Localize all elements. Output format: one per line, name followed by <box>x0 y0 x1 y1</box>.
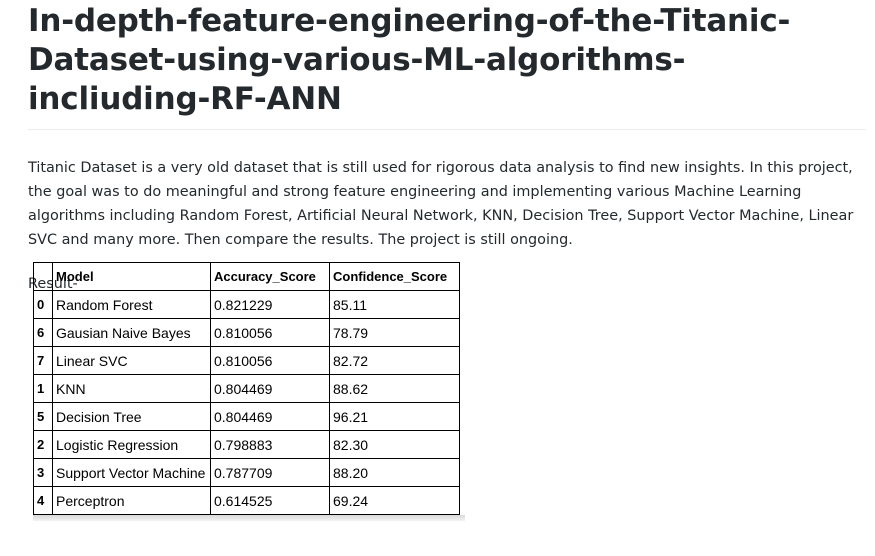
accuracy-cell: 0.810056 <box>210 346 330 375</box>
accuracy-cell: 0.798883 <box>210 430 330 459</box>
model-cell: Perceptron <box>52 486 211 515</box>
confidence-cell: 96.21 <box>329 402 460 431</box>
table-row: 7 Linear SVC 0.810056 82.72 <box>33 346 460 375</box>
readme-content: In-depth-feature-engineering-of-the-Tita… <box>28 0 866 296</box>
table-row: 4 Perceptron 0.614525 69.24 <box>33 486 460 515</box>
accuracy-cell: 0.810056 <box>210 318 330 347</box>
table-image-edge <box>33 515 465 521</box>
model-cell: Support Vector Machine <box>52 458 211 487</box>
model-cell: Decision Tree <box>52 402 211 431</box>
row-index: 3 <box>33 458 53 487</box>
column-header-index <box>33 262 53 291</box>
row-index: 7 <box>33 346 53 375</box>
row-index: 0 <box>33 290 53 319</box>
confidence-cell: 82.72 <box>329 346 460 375</box>
table-row: 1 KNN 0.804469 88.62 <box>33 374 460 403</box>
row-index: 1 <box>33 374 53 403</box>
table-row: 5 Decision Tree 0.804469 96.21 <box>33 402 460 431</box>
row-index: 2 <box>33 430 53 459</box>
project-description: Titanic Dataset is a very old dataset th… <box>28 160 854 248</box>
row-index: 5 <box>33 402 53 431</box>
column-header-confidence: Confidence_Score <box>329 262 460 291</box>
confidence-cell: 69.24 <box>329 486 460 515</box>
model-cell: KNN <box>52 374 211 403</box>
column-header-accuracy: Accuracy_Score <box>210 262 330 291</box>
table-row: 2 Logistic Regression 0.798883 82.30 <box>33 430 460 459</box>
model-cell: Logistic Regression <box>52 430 211 459</box>
model-cell: Gausian Naive Bayes <box>52 318 211 347</box>
row-index: 4 <box>33 486 53 515</box>
row-index: 6 <box>33 318 53 347</box>
confidence-cell: 82.30 <box>329 430 460 459</box>
accuracy-cell: 0.821229 <box>210 290 330 319</box>
table-header-row: Model Accuracy_Score Confidence_Score <box>33 262 460 291</box>
confidence-cell: 88.62 <box>329 374 460 403</box>
page-title: In-depth-feature-engineering-of-the-Tita… <box>28 0 866 130</box>
confidence-cell: 88.20 <box>329 458 460 487</box>
column-header-model: Model <box>52 262 211 291</box>
accuracy-cell: 0.804469 <box>210 402 330 431</box>
confidence-cell: 85.11 <box>329 290 460 319</box>
accuracy-cell: 0.614525 <box>210 486 330 515</box>
results-table-image: Model Accuracy_Score Confidence_Score 0 … <box>33 262 465 521</box>
accuracy-cell: 0.804469 <box>210 374 330 403</box>
table-row: 3 Support Vector Machine 0.787709 88.20 <box>33 458 460 487</box>
model-cell: Random Forest <box>52 290 211 319</box>
model-cell: Linear SVC <box>52 346 211 375</box>
accuracy-cell: 0.787709 <box>210 458 330 487</box>
results-table: Model Accuracy_Score Confidence_Score 0 … <box>33 262 460 515</box>
table-row: 0 Random Forest 0.821229 85.11 <box>33 290 460 319</box>
table-row: 6 Gausian Naive Bayes 0.810056 78.79 <box>33 318 460 347</box>
confidence-cell: 78.79 <box>329 318 460 347</box>
